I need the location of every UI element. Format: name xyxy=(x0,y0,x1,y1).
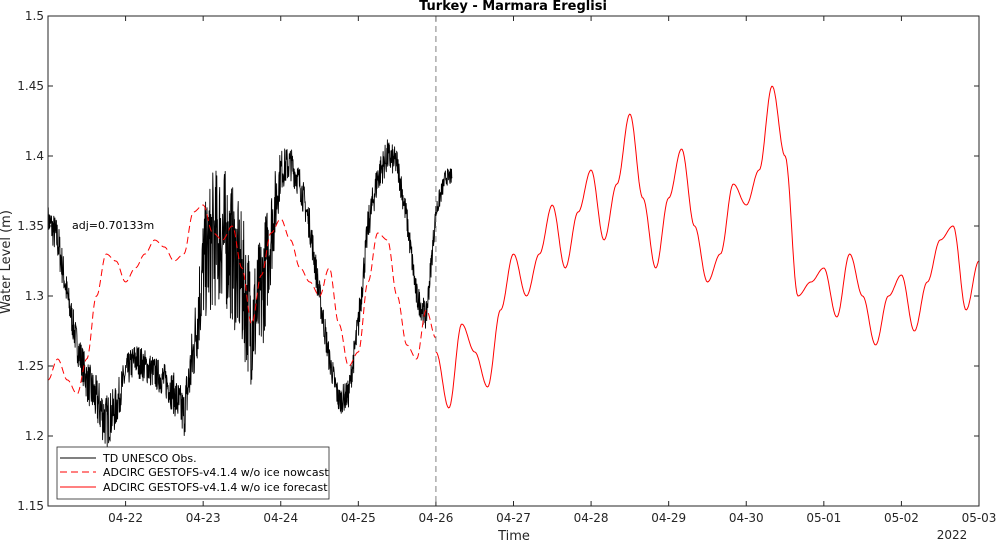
y-tick-label: 1.45 xyxy=(17,79,44,93)
x-tick-label: 04-22 xyxy=(108,511,143,525)
adjustment-annotation: adj=0.70133m xyxy=(72,219,154,232)
y-tick-label: 1.25 xyxy=(17,359,44,373)
series-layer xyxy=(47,85,980,447)
x-tick-label: 04-30 xyxy=(729,511,764,525)
x-tick-label: 04-23 xyxy=(186,511,221,525)
x-axis-ticks: 04-22 04-23 04-24 04-25 04-26 04-27 04-28 04-29… xyxy=(108,16,996,525)
y-tick-label: 1.2 xyxy=(25,429,44,443)
y-tick-label: 1.35 xyxy=(17,219,44,233)
y-tick-label: 1.4 xyxy=(25,149,44,163)
x-axis-label: Time xyxy=(497,529,530,541)
x-tick-label: 04-24 xyxy=(263,511,298,525)
legend-label-nowcast: ADCIRC GESTOFS-v4.1.4 w/o ice nowcast xyxy=(103,466,329,479)
forecast-line xyxy=(435,85,980,409)
plot-area xyxy=(48,16,979,506)
x-tick-label: 05-03 xyxy=(962,511,996,525)
legend-label-forecast: ADCIRC GESTOFS-v4.1.4 w/o ice forecast xyxy=(103,481,328,494)
legend: TD UNESCO Obs. ADCIRC GESTOFS-v4.1.4 w/o… xyxy=(56,446,330,500)
nowcast-line xyxy=(47,204,437,395)
plot-frame xyxy=(47,15,980,507)
x-tick-label: 05-02 xyxy=(884,511,919,525)
x-tick-label: 04-25 xyxy=(341,511,376,525)
y-tick-label: 1.5 xyxy=(25,9,44,23)
x-tick-label: 04-26 xyxy=(418,511,453,525)
x-tick-label: 04-29 xyxy=(651,511,686,525)
y-tick-label: 1.15 xyxy=(17,499,44,513)
x-tick-label: 04-28 xyxy=(574,511,609,525)
x-tick-label: 04-27 xyxy=(496,511,531,525)
x-tick-label: 05-01 xyxy=(806,511,841,525)
legend-label-obs: TD UNESCO Obs. xyxy=(102,452,197,465)
chart-title: Turkey - Marmara Ereglisi xyxy=(419,0,607,14)
y-tick-label: 1.3 xyxy=(25,289,44,303)
y-axis-label: Water Level (m) xyxy=(0,210,14,314)
year-label: 2022 xyxy=(937,528,968,541)
legend-box xyxy=(56,446,330,500)
obs-line xyxy=(47,139,453,447)
y-axis-ticks: 1.15 1.2 1.25 1.3 1.35 1.4 1.45 1.5 xyxy=(17,9,979,513)
